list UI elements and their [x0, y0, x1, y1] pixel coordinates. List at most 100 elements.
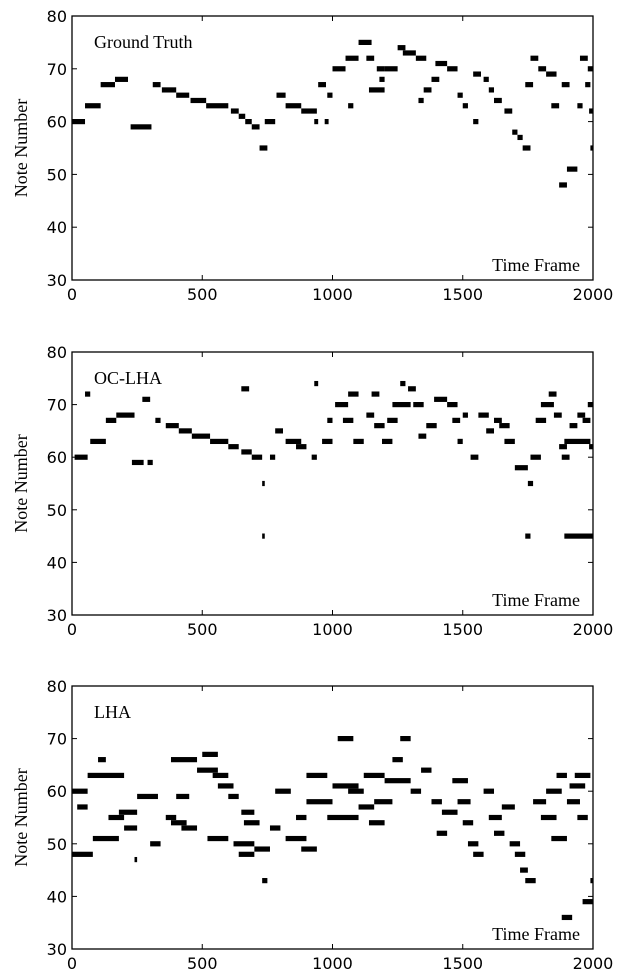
- x-tick-label: 0: [67, 285, 77, 304]
- note-bar: [530, 56, 538, 61]
- panel-1: 30 40 50 60 70 80 0 500 1000 1500 2000 Ground Truth…: [11, 7, 613, 304]
- note-bar: [228, 794, 238, 799]
- note-bar: [434, 397, 447, 402]
- note-bar: [312, 455, 317, 460]
- y-axis-label: Note Number: [11, 434, 31, 532]
- note-bar: [400, 381, 405, 386]
- note-bar: [359, 804, 375, 809]
- note-bar: [231, 108, 239, 113]
- note-bar: [276, 93, 285, 98]
- note-bar: [585, 82, 590, 87]
- x-axis-label: Time Frame: [492, 590, 580, 610]
- note-bar: [577, 815, 587, 820]
- note-bar: [93, 836, 119, 841]
- note-bars: [75, 381, 593, 539]
- note-bar: [346, 56, 359, 61]
- note-bar: [327, 815, 358, 820]
- note-bar: [124, 825, 137, 830]
- note-bar: [471, 455, 479, 460]
- note-bar: [306, 799, 332, 804]
- note-bar: [286, 103, 302, 108]
- note-bar: [115, 77, 128, 82]
- note-bar: [306, 773, 327, 778]
- note-bar: [77, 804, 87, 809]
- note-bar: [398, 45, 406, 50]
- note-bar: [234, 841, 255, 846]
- note-bar: [150, 841, 160, 846]
- note-bar: [551, 836, 567, 841]
- note-bar: [546, 71, 556, 76]
- note-bar: [228, 444, 238, 449]
- note-bar: [325, 119, 329, 124]
- note-bar: [296, 444, 306, 449]
- note-bar: [119, 810, 137, 815]
- y-tick-label: 40: [47, 887, 67, 906]
- note-bar: [366, 56, 374, 61]
- note-bar: [210, 439, 228, 444]
- y-tick-label: 80: [47, 7, 67, 26]
- note-bar: [549, 391, 557, 396]
- y-tick-label: 50: [47, 165, 67, 184]
- note-bar: [241, 386, 249, 391]
- note-bar: [137, 794, 158, 799]
- note-bar: [85, 391, 90, 396]
- note-bar: [275, 428, 283, 433]
- note-bar: [245, 119, 252, 124]
- note-bar: [335, 402, 348, 407]
- note-bar: [536, 418, 546, 423]
- note-bar: [206, 103, 228, 108]
- note-bar: [379, 77, 384, 82]
- note-bar: [442, 810, 458, 815]
- note-bar: [101, 82, 115, 87]
- note-bar: [541, 402, 554, 407]
- note-bar: [554, 413, 562, 418]
- x-tick-label: 500: [187, 954, 218, 973]
- note-bar: [171, 820, 187, 825]
- note-bar: [132, 460, 144, 465]
- note-bar: [374, 423, 384, 428]
- note-bar: [262, 481, 265, 486]
- note-bar: [546, 789, 562, 794]
- note-bar: [528, 481, 533, 486]
- note-bar: [504, 108, 512, 113]
- note-bar: [72, 852, 93, 857]
- note-bar: [421, 768, 431, 773]
- note-bar: [254, 846, 270, 851]
- x-tick-label: 2000: [573, 285, 614, 304]
- note-bar: [577, 103, 582, 108]
- note-bar: [116, 413, 134, 418]
- note-bar: [369, 87, 385, 92]
- note-bar: [275, 789, 291, 794]
- note-bar: [262, 878, 267, 883]
- note-bar: [191, 98, 207, 103]
- note-bar: [447, 402, 457, 407]
- note-bar: [463, 103, 468, 108]
- note-bar: [171, 757, 197, 762]
- note-bar: [301, 108, 317, 113]
- note-bar: [314, 119, 318, 124]
- note-bar: [301, 846, 317, 851]
- y-tick-label: 30: [47, 271, 67, 290]
- note-bar: [385, 778, 411, 783]
- note-bar: [575, 773, 591, 778]
- note-bar: [510, 841, 520, 846]
- x-tick-label: 500: [187, 285, 218, 304]
- note-bar: [343, 418, 353, 423]
- note-bar: [348, 103, 353, 108]
- note-bar: [458, 439, 463, 444]
- note-bar: [88, 773, 124, 778]
- note-bar: [166, 423, 179, 428]
- y-tick-label: 70: [47, 730, 67, 749]
- note-bar: [530, 455, 540, 460]
- note-bar: [377, 66, 385, 71]
- y-tick-label: 80: [47, 677, 67, 696]
- y-tick-label: 50: [47, 501, 67, 520]
- note-bar: [296, 815, 306, 820]
- note-bar: [411, 789, 421, 794]
- note-bar: [489, 87, 494, 92]
- note-bar: [327, 93, 332, 98]
- note-bar: [484, 77, 489, 82]
- note-bar: [533, 799, 546, 804]
- note-bar: [515, 852, 525, 857]
- note-bar: [559, 182, 567, 187]
